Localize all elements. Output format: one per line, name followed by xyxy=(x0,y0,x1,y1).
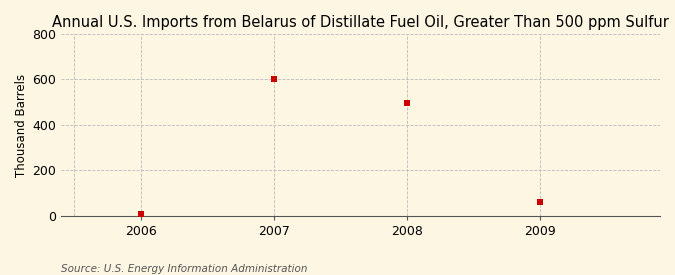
Text: Source: U.S. Energy Information Administration: Source: U.S. Energy Information Administ… xyxy=(61,264,307,274)
Y-axis label: Thousand Barrels: Thousand Barrels xyxy=(15,73,28,177)
Title: Annual U.S. Imports from Belarus of Distillate Fuel Oil, Greater Than 500 ppm Su: Annual U.S. Imports from Belarus of Dist… xyxy=(52,15,669,30)
